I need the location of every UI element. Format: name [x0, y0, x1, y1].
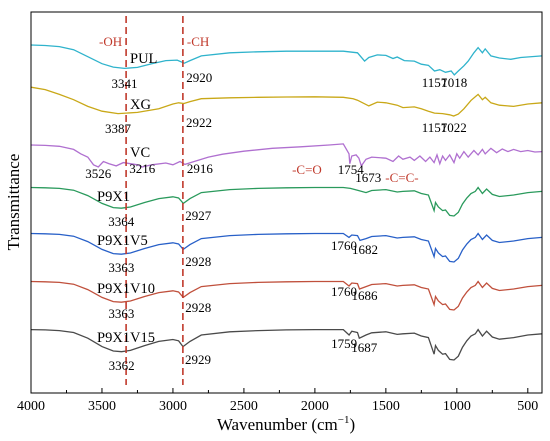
series-label-p9x1v15: P9X1V15 — [97, 330, 155, 346]
peak-label-p9x1v5-1682: 1682 — [352, 242, 378, 257]
series-label-vc: VC — [130, 145, 150, 161]
series-label-p9x1v10: P9X1V10 — [97, 281, 155, 297]
x-tick-label-2000: 2000 — [301, 399, 329, 414]
series-vc-line — [30, 143, 543, 168]
peak-label-p9x1v10-2928: 2928 — [185, 300, 211, 315]
peak-label-vc-2916: 2916 — [187, 161, 214, 176]
y-axis-title: Transmittance — [4, 154, 23, 251]
peak-label-p9x1v15-1759: 1759 — [331, 336, 357, 351]
peak-label-xg-1157: 1157 — [422, 120, 448, 135]
series-p9x1-line — [30, 186, 543, 217]
peak-label-pul-1157: 1157 — [422, 75, 448, 90]
series-label-p9x1v5: P9X1V5 — [97, 233, 148, 249]
peak-label-xg-3387: 3387 — [105, 121, 132, 136]
peak-label-p9x1v5-2928: 2928 — [185, 254, 211, 269]
series-pul-line — [30, 44, 543, 76]
peak-label-xg-2922: 2922 — [186, 115, 212, 130]
peak-label-pul-2920: 2920 — [186, 70, 212, 85]
peak-label-vc-3216: 3216 — [129, 161, 156, 176]
x-axis-title-main: Wavenumber (cm — [217, 415, 338, 434]
peak-label-p9x1v15-2929: 2929 — [185, 352, 211, 367]
x-axis-title-close: ) — [349, 415, 355, 434]
x-tick-label-500: 500 — [517, 399, 538, 414]
marker-label-0: -OH — [99, 34, 122, 49]
x-axis-title: Wavenumber (cm−1) — [217, 414, 355, 434]
peak-label-p9x1-3364: 3364 — [108, 214, 135, 229]
x-tick-label-3000: 3000 — [159, 399, 187, 414]
peak-label-p9x1v5-3363: 3363 — [108, 260, 134, 275]
series-p9x1v15-line — [30, 328, 543, 361]
peak-label-xg-1022: 1022 — [441, 120, 467, 135]
peak-label-p9x1v10-1760: 1760 — [331, 284, 357, 299]
x-axis-ticks: 4000 3500 3000 2500 2000 1500 1000 500 — [17, 388, 538, 414]
series-p9x1v10-line — [30, 280, 543, 311]
group-label-alkene: -C=C- — [385, 170, 418, 185]
peak-label-p9x1v10-1686: 1686 — [352, 288, 379, 303]
peak-label-vc-3526: 3526 — [85, 166, 112, 181]
peak-label-p9x1v15-1687: 1687 — [351, 340, 378, 355]
peak-label-p9x1v10-3363: 3363 — [108, 306, 134, 321]
plot-frame — [30, 11, 543, 394]
series-label-p9x1: P9X1 — [97, 189, 130, 205]
peak-label-p9x1v5-1760: 1760 — [331, 238, 357, 253]
x-axis-title-sup: −1 — [338, 414, 350, 426]
x-tick-label-1500: 1500 — [372, 399, 400, 414]
x-tick-label-1000: 1000 — [443, 399, 471, 414]
series-p9x1v5-line — [30, 232, 543, 263]
peak-label-pul-3341: 3341 — [112, 76, 138, 91]
peak-label-p9x1v15-3362: 3362 — [109, 358, 135, 373]
series-xg-line — [30, 86, 543, 117]
marker-lines-group: -OH -CH — [99, 16, 209, 385]
x-tick-label-4000: 4000 — [17, 399, 45, 414]
peak-label-vc-1754: 1754 — [338, 162, 365, 177]
series-label-xg: XG — [130, 97, 151, 113]
peak-label-p9x1-2927: 2927 — [185, 208, 212, 223]
x-tick-label-3500: 3500 — [88, 399, 116, 414]
marker-label-1: -CH — [187, 34, 209, 49]
x-tick-label-2500: 2500 — [230, 399, 258, 414]
group-label-carbonyl: -C=O — [292, 162, 322, 177]
peak-label-pul-1018: 1018 — [441, 75, 467, 90]
series-label-pul: PUL — [130, 51, 157, 67]
peak-label-vc-1673: 1673 — [355, 170, 381, 185]
